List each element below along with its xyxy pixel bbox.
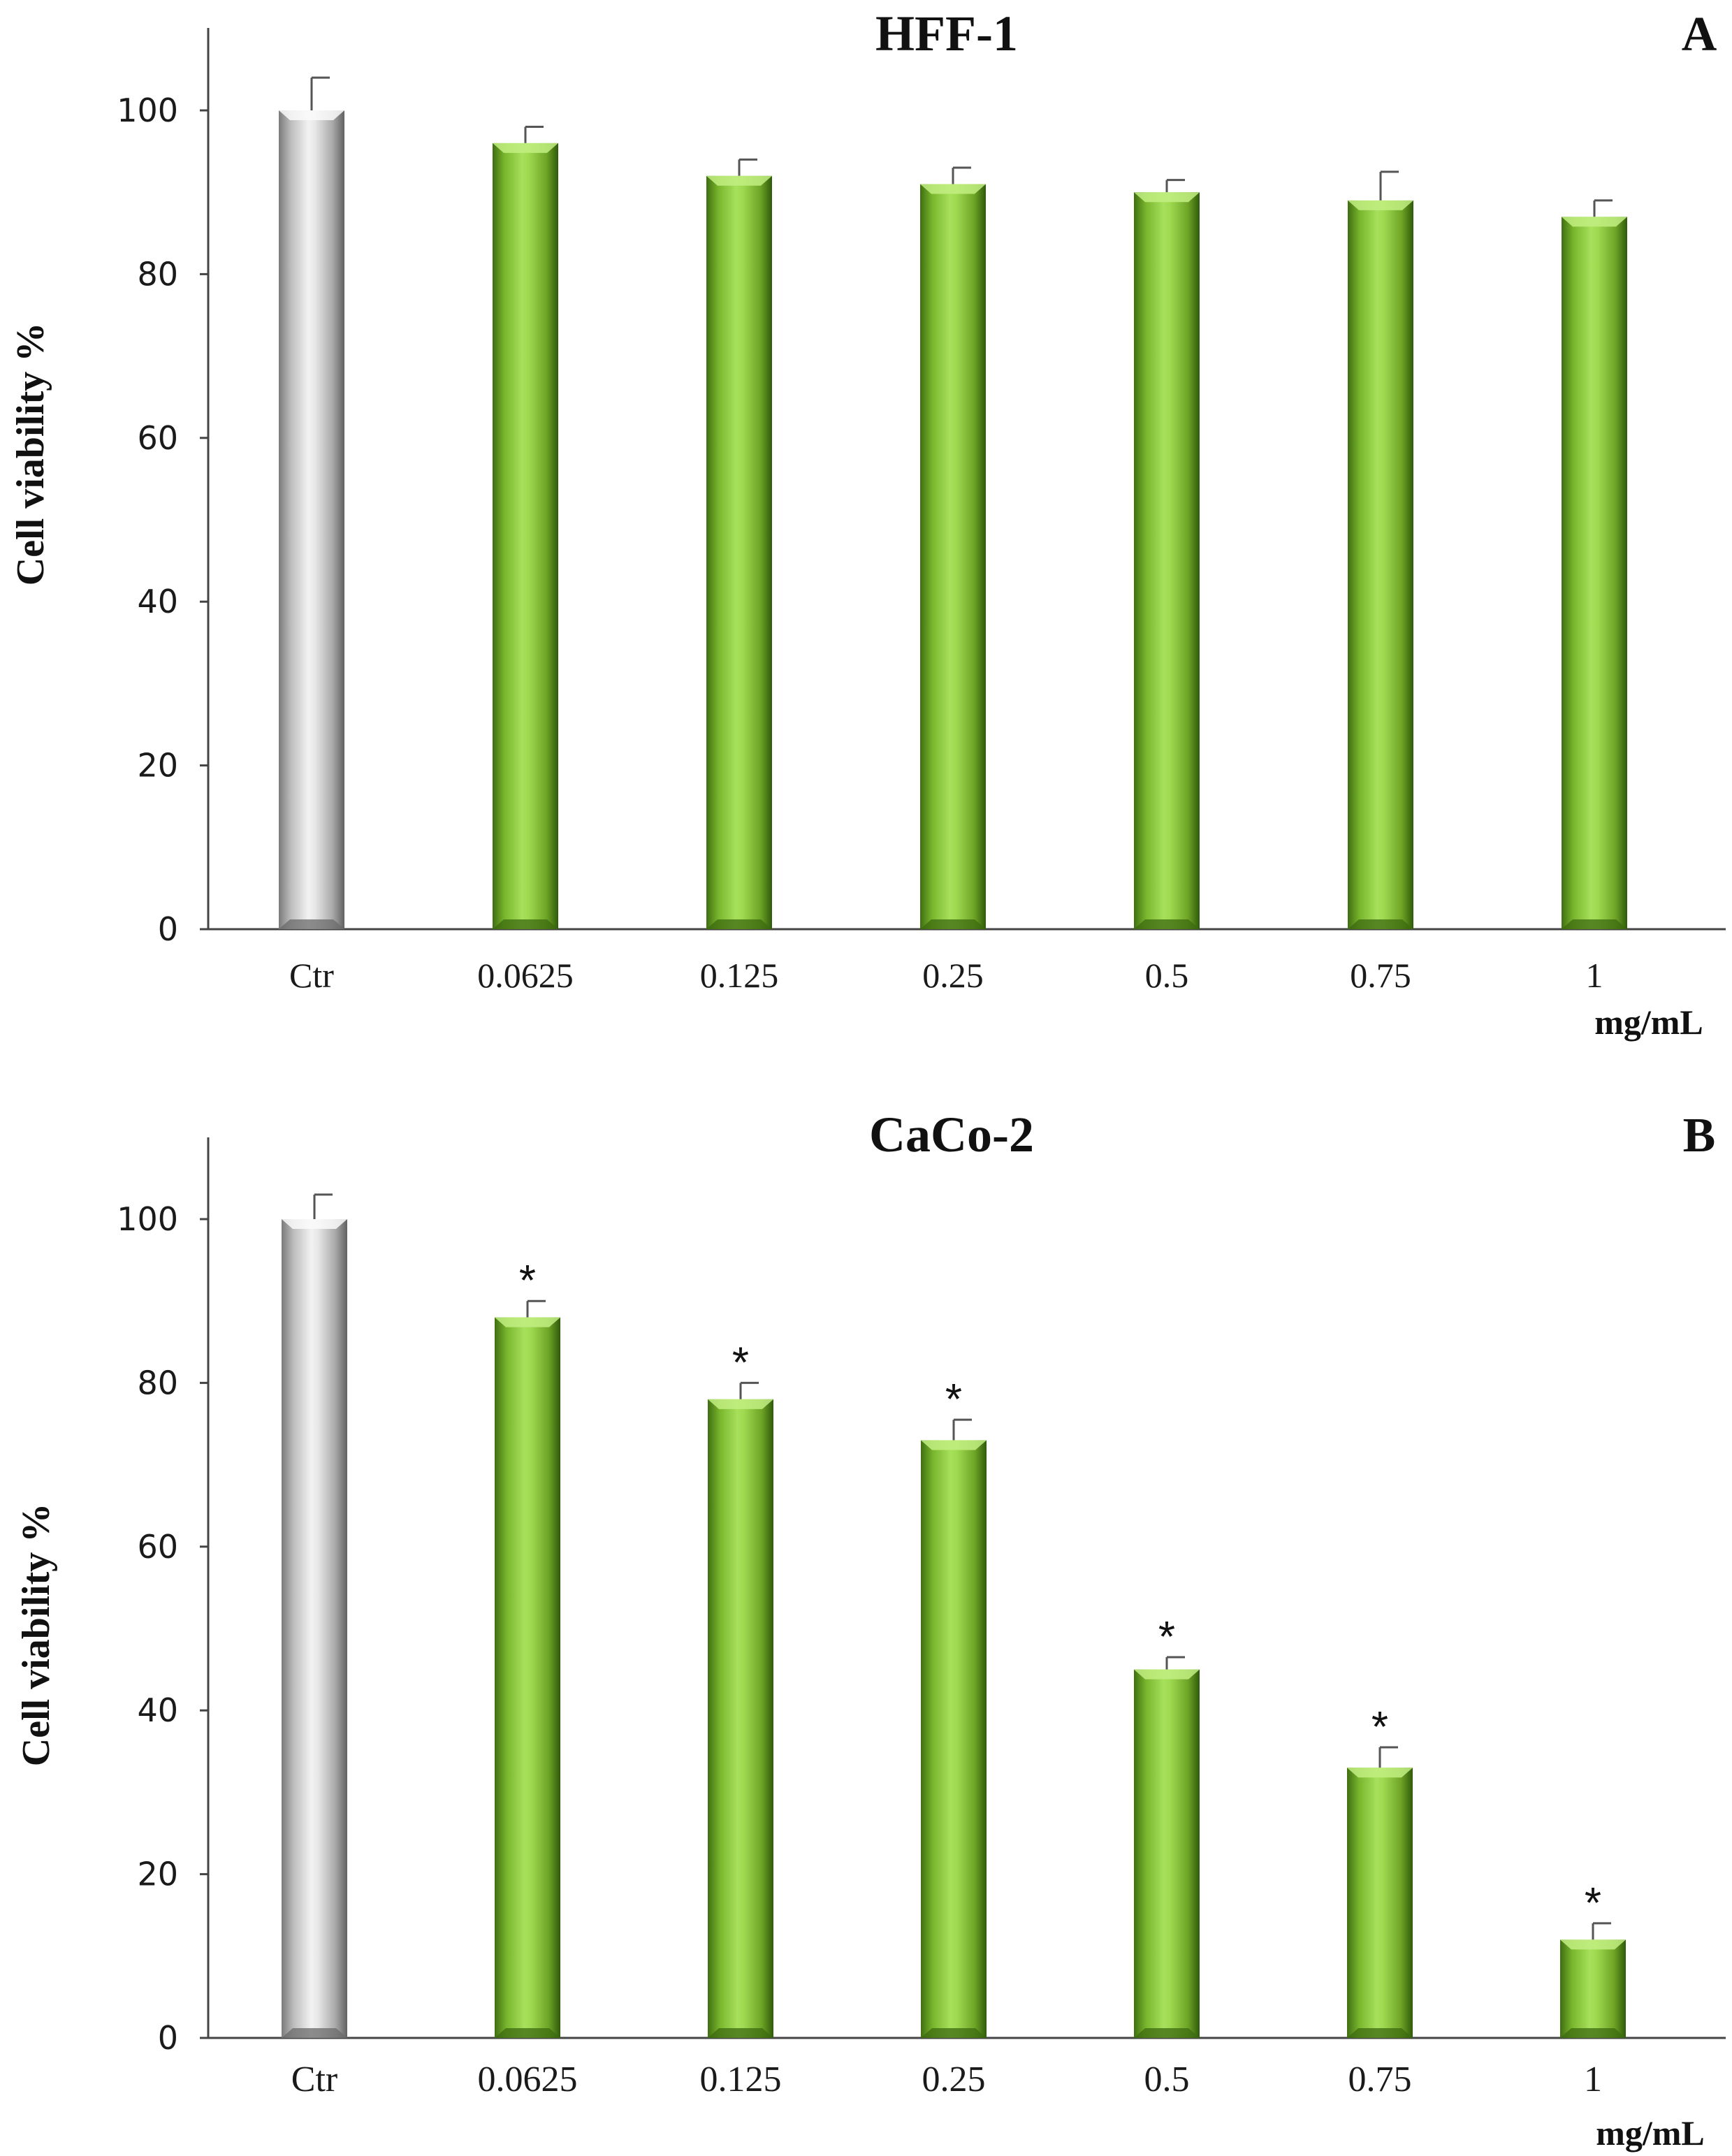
bar-1 — [1560, 1939, 1626, 2038]
chart-title: HFF-1 — [875, 6, 1018, 61]
x-category-label: 1 — [1586, 956, 1603, 995]
significance-marker: * — [1585, 1879, 1601, 1928]
x-category-label: Ctr — [289, 956, 334, 995]
y-tick-label: 60 — [137, 1528, 178, 1566]
x-category-label: 0.125 — [700, 2060, 782, 2099]
x-category-label: 0.75 — [1348, 2060, 1412, 2099]
bar-0.75 — [1348, 200, 1413, 929]
bar-bevel-bottom — [1347, 2028, 1413, 2038]
y-tick-label: 100 — [117, 1200, 178, 1238]
bar-bevel-top — [1347, 1768, 1413, 1778]
y-tick-label: 20 — [137, 1856, 178, 1893]
bar-bevel-top — [1562, 217, 1627, 227]
bar-0.0625 — [493, 143, 558, 929]
bar-bevel-bottom — [920, 919, 986, 929]
bar-bevel-top — [282, 1219, 347, 1229]
x-category-label: 0.0625 — [478, 2060, 578, 2099]
bar-0.125 — [706, 175, 772, 929]
bar-bevel-top — [1134, 1669, 1200, 1680]
bar-0.75 — [1347, 1768, 1413, 2038]
x-category-label: 0.25 — [922, 2060, 986, 2099]
bar-bevel-top — [493, 143, 558, 153]
bar-bevel-top — [921, 1440, 987, 1450]
x-unit-label: mg/mL — [1596, 2113, 1705, 2153]
y-axis-label: Cell viability % — [9, 323, 52, 585]
bar-bevel-bottom — [279, 919, 344, 929]
bar-bevel-bottom — [921, 2028, 987, 2038]
bar-bevel-bottom — [1134, 919, 1200, 929]
bar-0.0625 — [495, 1317, 560, 2038]
bar-bevel-bottom — [493, 919, 558, 929]
bar-bevel-top — [1348, 200, 1413, 210]
bar-0.125 — [708, 1399, 773, 2038]
bar-bevel-top — [708, 1399, 773, 1409]
y-tick-label: 100 — [117, 92, 178, 129]
bar-bevel-top — [1560, 1939, 1626, 1950]
x-category-label: Ctr — [291, 2060, 337, 2099]
bar-bevel-top — [1134, 192, 1200, 203]
x-unit-label: mg/mL — [1594, 1003, 1703, 1042]
y-tick-label: 80 — [137, 1364, 178, 1401]
panel-b-caco2: CaCo-2 B Cell viability % mg/mL 0 20 40 60 8… — [0, 1078, 1732, 2156]
chart-title: CaCo-2 — [869, 1107, 1034, 1163]
y-tick-label: 0 — [158, 910, 178, 948]
y-tick-label: 0 — [158, 2019, 178, 2057]
x-category-label: 0.5 — [1144, 2060, 1190, 2099]
y-tick-label: 20 — [137, 747, 178, 785]
bar-bevel-bottom — [706, 919, 772, 929]
significance-marker: * — [1371, 1703, 1388, 1751]
x-category-label: 0.5 — [1145, 956, 1189, 995]
panel-letter: B — [1683, 1109, 1716, 1163]
x-category-label: 1 — [1584, 2060, 1602, 2099]
bar-bevel-bottom — [282, 2028, 347, 2038]
panel-letter: A — [1682, 8, 1717, 61]
bar-0.5 — [1134, 1669, 1200, 2038]
bar-Ctr — [279, 110, 344, 929]
bar-bevel-bottom — [1560, 2028, 1626, 2038]
y-tick-label: 40 — [137, 1691, 178, 1729]
bar-bevel-top — [495, 1317, 560, 1327]
significance-marker: * — [1158, 1613, 1175, 1661]
bar-bevel-top — [279, 110, 344, 120]
bar-bevel-top — [706, 175, 772, 186]
significance-marker: * — [519, 1257, 536, 1305]
y-tick-label: 80 — [137, 255, 178, 293]
x-category-label: 0.0625 — [477, 956, 574, 995]
chart-hff1: HFF-1 A Cell viability % mg/mL 0 20 40 60 80… — [9, 6, 1726, 1042]
panel-a-hff1: HFF-1 A Cell viability % mg/mL 0 20 40 60 80… — [9, 6, 1726, 1042]
bar-bevel-bottom — [495, 2028, 560, 2038]
bar-bevel-top — [920, 184, 986, 194]
y-axis-label: Cell viability % — [15, 1503, 58, 1766]
x-category-label: 0.75 — [1350, 956, 1411, 995]
x-category-label: 0.25 — [922, 956, 984, 995]
chart-caco2: CaCo-2 B Cell viability % mg/mL 0 20 40 60 8… — [15, 1107, 1726, 2153]
significance-marker: * — [732, 1339, 749, 1387]
bar-Ctr — [282, 1219, 347, 2038]
y-tick-label: 40 — [137, 583, 178, 620]
bar-bevel-bottom — [1562, 919, 1627, 929]
bar-0.25 — [921, 1440, 987, 2038]
bar-bevel-bottom — [708, 2028, 773, 2038]
bar-0.25 — [920, 184, 986, 930]
x-category-label: 0.125 — [700, 956, 779, 995]
bar-bevel-bottom — [1348, 919, 1413, 929]
bar-bevel-bottom — [1134, 2028, 1200, 2038]
y-tick-label: 60 — [137, 419, 178, 457]
bar-1 — [1562, 217, 1627, 929]
significance-marker: * — [945, 1376, 962, 1424]
bar-0.5 — [1134, 192, 1200, 930]
